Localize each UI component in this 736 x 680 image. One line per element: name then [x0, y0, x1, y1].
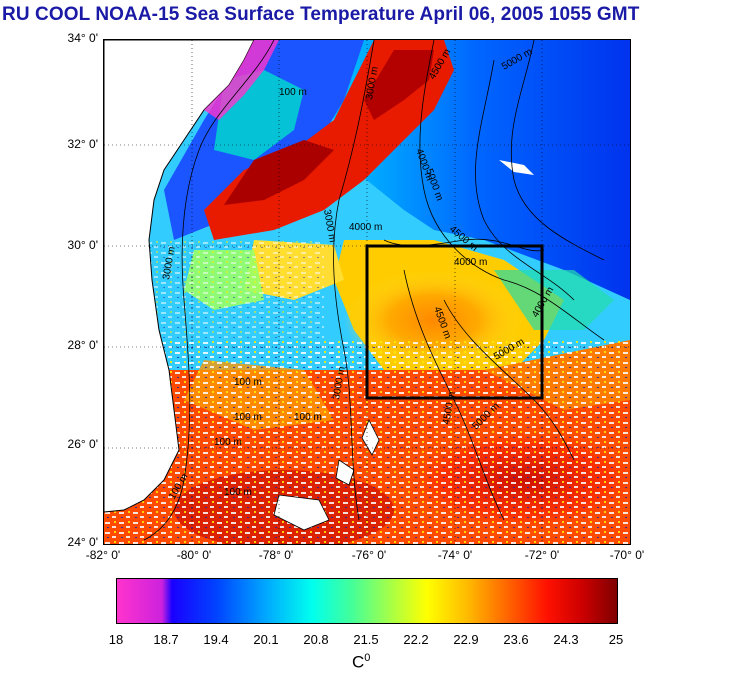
- lat-label-26: 26° 0': [67, 437, 98, 451]
- lon-label-80: -80° 0': [176, 548, 212, 562]
- colorbar-tick-label: 18.7: [153, 632, 179, 647]
- cloud-speckle-north: [144, 240, 324, 340]
- lon-label-72: -72° 0': [524, 548, 560, 562]
- contour-label: 100 m: [214, 437, 242, 448]
- contour-label: 4000 m: [349, 222, 382, 233]
- colorbar-tick-label: 24.3: [553, 632, 579, 647]
- map-title: RU COOL NOAA-15 Sea Surface Temperature …: [2, 4, 640, 25]
- contour-label: 100 m: [279, 87, 307, 98]
- lon-label-70: -70° 0': [609, 548, 645, 562]
- cloud-patch-ne: [499, 160, 534, 175]
- contour-label: 100 m: [234, 412, 262, 423]
- colorbar-unit: C0: [352, 652, 370, 673]
- lat-label-34: 34° 0': [67, 31, 98, 45]
- lon-label-74: -74° 0': [437, 548, 473, 562]
- gulf-stream-core: [364, 50, 434, 120]
- colorbar-tick-label: 22.2: [403, 632, 429, 647]
- unit-superscript: 0: [364, 652, 371, 664]
- colorbar-tick-label: 18: [108, 632, 124, 647]
- colorbar-tick-label: 25: [608, 632, 624, 647]
- green-filament: [494, 270, 614, 330]
- lon-label-82: -82° 0': [85, 548, 121, 562]
- contour-label: 100 m: [224, 487, 252, 498]
- unit-letter: C: [352, 652, 365, 672]
- lon-label-78: -78° 0': [258, 548, 294, 562]
- lon-label-76: -76° 0': [351, 548, 387, 562]
- colorbar-tick-label: 21.5: [353, 632, 379, 647]
- bahamas-island-2: [335, 459, 355, 486]
- colorbar-tick-label: 23.6: [503, 632, 529, 647]
- colorbar-tick-label: 22.9: [453, 632, 479, 647]
- contour-label: 4000 m: [454, 257, 487, 268]
- sst-map: 100 m 3000 m 4500 m 5000 m 4000 m 3000 m…: [103, 39, 631, 545]
- contour-label: 100 m: [234, 377, 262, 388]
- sst-map-canvas: 100 m 3000 m 4500 m 5000 m 4000 m 3000 m…: [104, 40, 630, 544]
- colorbar-tick-label: 20.8: [303, 632, 329, 647]
- coastal-cold-fringe: [204, 40, 279, 120]
- bahamas-island-1: [273, 494, 330, 531]
- bahamas-island-3: [361, 419, 380, 456]
- contour-label: 100 m: [294, 412, 322, 423]
- lat-label-28: 28° 0': [67, 338, 98, 352]
- lat-label-32: 32° 0': [67, 137, 98, 151]
- lat-label-24: 24° 0': [67, 535, 98, 549]
- colorbar-tick-label: 20.1: [253, 632, 279, 647]
- study-region-box: [365, 244, 544, 400]
- sst-colorbar: [116, 578, 618, 624]
- colorbar-tick-label: 19.4: [203, 632, 229, 647]
- lat-label-30: 30° 0': [67, 238, 98, 252]
